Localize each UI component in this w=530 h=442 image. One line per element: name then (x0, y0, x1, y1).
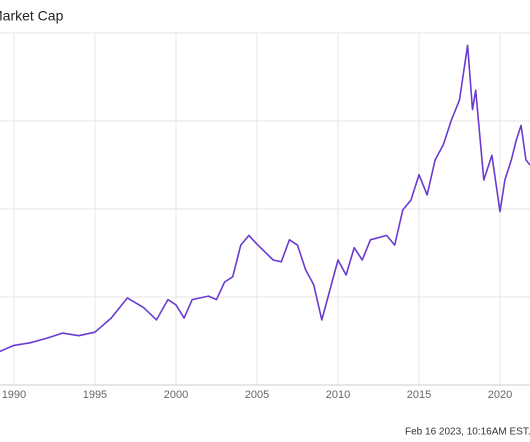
footer: Feb 16 2023, 10:16AM EST. Powere (405, 427, 530, 438)
line (0, 44, 530, 353)
x-tick-label: 2000 (164, 389, 188, 401)
x-tick-label: 2015 (407, 389, 431, 401)
x-tick-label: 2020 (488, 389, 512, 401)
chart-title: Market Cap (0, 8, 64, 24)
x-tick-label: 2005 (245, 389, 269, 401)
x-tick-label: 1995 (83, 389, 107, 401)
x-tick-label: 2010 (326, 389, 350, 401)
x-tick-label: 1990 (2, 389, 26, 401)
